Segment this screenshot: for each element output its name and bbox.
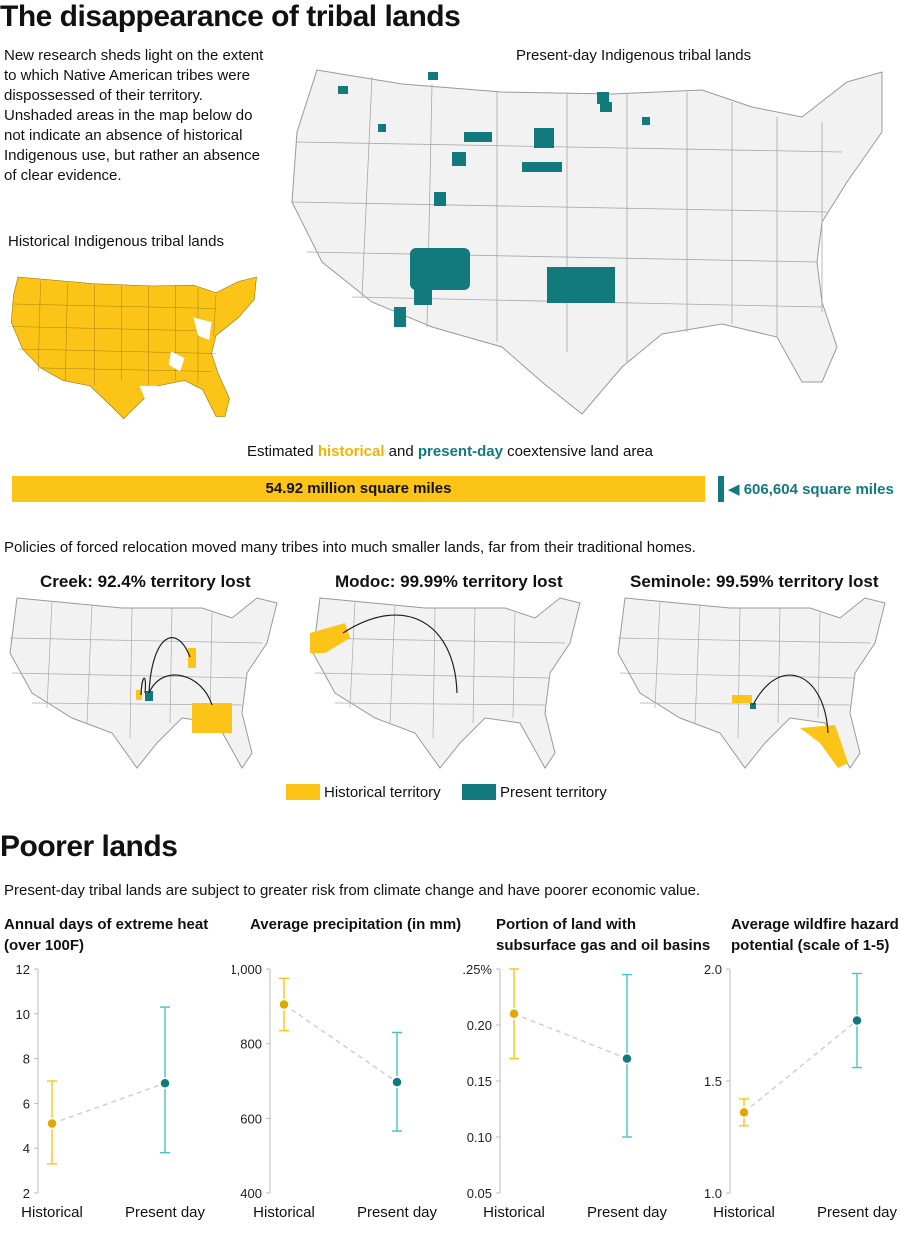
- legend-present-swatch: [462, 784, 496, 800]
- seminole-title: Seminole: 99.59% territory lost: [630, 572, 879, 591]
- relocation-intro: Policies of forced relocation moved many…: [4, 539, 696, 556]
- y-tick-label: 10: [16, 1007, 30, 1022]
- y-tick-label: 1.5: [704, 1074, 722, 1089]
- x-category-label: Historical: [253, 1204, 315, 1221]
- data-point: [621, 1052, 633, 1065]
- trend-connector: [283, 1003, 398, 1083]
- creek-map: [9, 597, 278, 769]
- trend-connector: [513, 1013, 628, 1060]
- caption-historical: historical: [317, 443, 385, 460]
- chart-wildfire: 1.0 1.5 2.0 Historical Present day: [704, 962, 898, 1221]
- data-point: [391, 1076, 403, 1088]
- chart-oil: 0.05 0.10 0.15 0.20 0.25% Historical Present d…: [462, 962, 668, 1221]
- y-tick-label: 2: [23, 1186, 30, 1201]
- chart-title-wildfire: Average wildfire hazard potential (scale…: [731, 916, 899, 954]
- legend-historical-label: Historical territory: [324, 784, 441, 801]
- x-category-label: Present day: [817, 1204, 898, 1221]
- seminole-map: [617, 597, 886, 769]
- intro-text: New research sheds light on the extent t…: [4, 47, 264, 184]
- present-area-label: ◀ 606,604 square miles: [728, 481, 894, 498]
- present-lands-map: [291, 69, 883, 415]
- x-category-label: Present day: [125, 1204, 206, 1221]
- y-tick-label: 0.10: [467, 1130, 492, 1145]
- modoc-map: [310, 597, 581, 769]
- y-tick-label: 400: [240, 1186, 262, 1201]
- data-point: [738, 1106, 750, 1119]
- y-tick-label: 1.0: [704, 1186, 722, 1201]
- y-tick-label: 0.25%: [462, 962, 492, 977]
- y-tick-label: 2.0: [704, 962, 722, 977]
- legend-historical: Historical territory: [286, 784, 441, 801]
- historical-area-label: 54.92 million square miles: [265, 480, 452, 497]
- creek-title: Creek: 92.4% territory lost: [40, 572, 251, 591]
- data-point: [508, 1008, 520, 1020]
- historical-lands-map: [10, 276, 257, 420]
- historical-area-bar: [12, 476, 705, 502]
- chart-title-precip: Average precipitation (in mm): [250, 916, 462, 933]
- legend-historical-swatch: [286, 784, 320, 800]
- y-tick-label: 8: [23, 1052, 30, 1067]
- x-category-label: Historical: [21, 1204, 83, 1221]
- present-area-bar: [718, 476, 724, 502]
- y-tick-label: 800: [240, 1037, 262, 1052]
- y-tick-label: 0.05: [467, 1186, 492, 1201]
- trend-connector: [743, 1019, 858, 1113]
- y-tick-label: 6: [23, 1096, 30, 1111]
- y-tick-label: 600: [240, 1111, 262, 1126]
- y-tick-label: 4: [23, 1141, 30, 1156]
- legend-present: Present territory: [462, 784, 607, 801]
- caption-present: present-day: [417, 443, 503, 460]
- caption-suffix: coextensive land area: [502, 443, 654, 460]
- data-point: [278, 998, 290, 1011]
- y-tick-label: 0.15: [467, 1074, 492, 1089]
- poorer-lands-subtitle: Present-day tribal lands are subject to …: [4, 882, 701, 899]
- caption-prefix: Estimated: [246, 443, 318, 460]
- x-category-label: Historical: [713, 1204, 775, 1221]
- caption-mid: and: [384, 443, 418, 460]
- x-category-label: Historical: [483, 1204, 545, 1221]
- data-point: [159, 1077, 171, 1089]
- modoc-title: Modoc: 99.99% territory lost: [335, 572, 563, 591]
- chart-title-oil: Portion of land with subsurface gas and …: [496, 916, 711, 954]
- legend-present-label: Present territory: [500, 784, 607, 801]
- y-tick-label: 0.20: [467, 1018, 492, 1033]
- chart-title-heat: Annual days of extreme heat (over 100F): [4, 916, 209, 954]
- y-tick-label: 1,000: [232, 962, 262, 977]
- present-area-value: 606,604 square miles: [743, 481, 894, 498]
- page-title: The disappearance of tribal lands: [0, 0, 461, 33]
- historical-map-label: Historical Indigenous tribal lands: [8, 233, 224, 250]
- poorer-lands-title: Poorer lands: [0, 830, 178, 863]
- data-point: [46, 1117, 58, 1130]
- x-category-label: Present day: [587, 1204, 668, 1221]
- data-point: [851, 1014, 863, 1027]
- chart-precip: 400 600 800 1,000 Historical Present day: [232, 962, 438, 1221]
- land-area-caption: Estimated historical and present-day coe…: [0, 443, 900, 460]
- y-tick-label: 12: [16, 962, 30, 977]
- trend-connector: [51, 1082, 166, 1125]
- x-category-label: Present day: [357, 1204, 438, 1221]
- present-map-label: Present-day Indigenous tribal lands: [516, 47, 752, 64]
- chart-heat: 2 4 6 8 10 12 Historical Present day: [16, 962, 206, 1221]
